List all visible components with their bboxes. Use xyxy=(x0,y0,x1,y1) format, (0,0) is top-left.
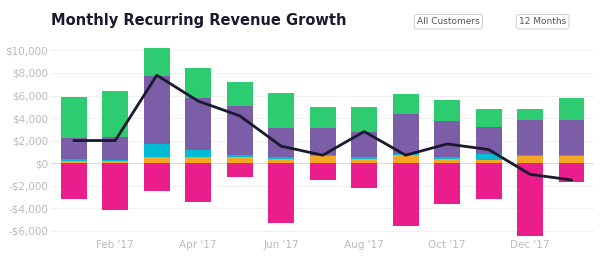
Bar xyxy=(393,163,419,226)
Bar xyxy=(61,97,86,138)
Bar xyxy=(185,98,211,150)
Bar xyxy=(434,121,460,157)
Bar xyxy=(268,157,294,158)
Text: Monthly Recurring Revenue Growth: Monthly Recurring Revenue Growth xyxy=(51,13,346,28)
Bar xyxy=(144,48,170,76)
Bar xyxy=(103,137,128,160)
Bar xyxy=(61,163,86,199)
Bar xyxy=(393,94,419,113)
Bar xyxy=(434,163,460,204)
Bar xyxy=(268,158,294,163)
Bar xyxy=(476,154,502,160)
Bar xyxy=(476,160,502,163)
Bar xyxy=(393,113,419,154)
Bar xyxy=(476,127,502,154)
Text: All Customers: All Customers xyxy=(417,17,480,26)
Bar xyxy=(559,155,584,156)
Bar xyxy=(310,128,335,155)
Bar xyxy=(144,163,170,191)
Bar xyxy=(227,157,253,163)
Bar xyxy=(352,107,377,132)
Bar xyxy=(559,120,584,155)
Bar xyxy=(434,158,460,163)
Bar xyxy=(310,163,335,180)
Bar xyxy=(103,161,128,163)
Bar xyxy=(352,163,377,188)
Bar xyxy=(103,163,128,210)
Bar xyxy=(352,158,377,163)
Bar xyxy=(559,98,584,120)
Bar xyxy=(517,120,543,155)
Bar xyxy=(310,156,335,163)
Bar xyxy=(476,109,502,127)
Bar xyxy=(517,109,543,120)
Bar xyxy=(61,138,86,158)
Bar xyxy=(227,106,253,155)
Bar xyxy=(559,163,584,182)
Bar xyxy=(144,157,170,163)
Bar xyxy=(227,82,253,106)
Bar xyxy=(268,163,294,223)
Bar xyxy=(393,154,419,155)
Bar xyxy=(268,93,294,128)
Bar xyxy=(434,157,460,158)
Bar xyxy=(103,91,128,137)
Bar xyxy=(393,155,419,163)
Bar xyxy=(352,132,377,157)
Bar xyxy=(103,160,128,161)
Bar xyxy=(434,100,460,121)
Bar xyxy=(185,157,211,163)
Bar xyxy=(517,155,543,156)
Bar xyxy=(517,156,543,163)
Bar xyxy=(517,163,543,239)
Bar xyxy=(352,157,377,158)
Bar xyxy=(559,156,584,163)
Bar xyxy=(310,107,335,128)
Bar xyxy=(61,161,86,163)
Bar xyxy=(227,155,253,157)
Bar xyxy=(185,68,211,98)
Bar xyxy=(476,163,502,199)
Bar xyxy=(310,155,335,156)
Bar xyxy=(144,76,170,144)
Bar xyxy=(144,144,170,157)
Bar xyxy=(185,150,211,157)
Bar xyxy=(61,158,86,161)
Bar xyxy=(268,128,294,157)
Text: 12 Months: 12 Months xyxy=(519,17,566,26)
Bar xyxy=(185,163,211,202)
Bar xyxy=(227,163,253,177)
